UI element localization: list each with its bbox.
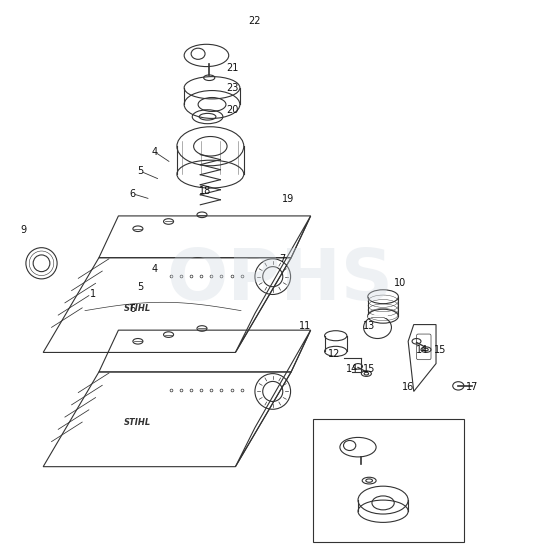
Text: 7: 7 [279,254,286,264]
Text: OPHS: OPHS [166,245,394,315]
Text: 16: 16 [402,382,414,392]
Text: 5: 5 [138,166,144,176]
Text: 13: 13 [363,321,375,331]
Text: 6: 6 [129,189,136,199]
Text: 12: 12 [328,348,341,358]
Text: 14: 14 [346,364,358,374]
Text: 4: 4 [152,264,158,274]
Text: 15: 15 [434,344,446,354]
Text: 1: 1 [90,289,96,299]
Text: 17: 17 [466,382,478,392]
Text: 6: 6 [129,304,136,314]
Text: 20: 20 [226,105,239,115]
Text: 19: 19 [282,194,295,204]
Text: 15: 15 [363,364,375,374]
Text: STIHL: STIHL [124,418,151,427]
Text: 11: 11 [299,321,311,331]
Text: 18: 18 [199,186,211,196]
Text: 10: 10 [394,278,406,288]
Text: 14: 14 [416,344,428,354]
Text: STIHL: STIHL [124,304,151,312]
Text: 22: 22 [249,16,261,26]
Text: 4: 4 [152,147,158,157]
Text: 21: 21 [226,63,239,73]
Text: 9: 9 [21,225,27,235]
Text: 23: 23 [226,83,239,93]
Text: 5: 5 [138,282,144,292]
